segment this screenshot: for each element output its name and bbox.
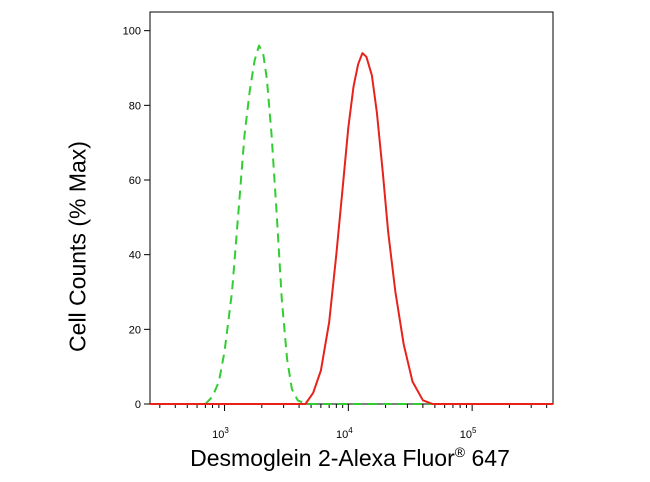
y-tick-label: 20 — [129, 324, 141, 336]
series-layer — [150, 44, 553, 405]
y-tick-label: 80 — [129, 100, 141, 112]
x-axis-label-main: Desmoglein 2-Alexa Fluor — [190, 445, 455, 471]
x-axis-label-suffix: 647 — [465, 445, 510, 471]
y-tick-label: 40 — [129, 250, 141, 262]
registered-mark: ® — [454, 444, 466, 460]
axes: 0 20 40 60 80 100 103 104 105 — [123, 11, 554, 441]
y-axis-label: Cell Counts (% Max) — [64, 141, 91, 352]
histogram-series-2 — [150, 52, 553, 405]
x-tick-label: 103 — [212, 426, 229, 441]
x-tick-label: 104 — [336, 426, 353, 441]
y-tick-label: 0 — [135, 399, 141, 411]
histogram-series-1 — [175, 44, 553, 405]
x-axis-label: Desmoglein 2-Alexa Fluor® 647 — [100, 444, 600, 472]
y-tick-label: 100 — [123, 26, 141, 38]
plot-frame — [149, 11, 554, 405]
x-tick-label: 105 — [460, 426, 477, 441]
y-tick-label: 60 — [129, 175, 141, 187]
